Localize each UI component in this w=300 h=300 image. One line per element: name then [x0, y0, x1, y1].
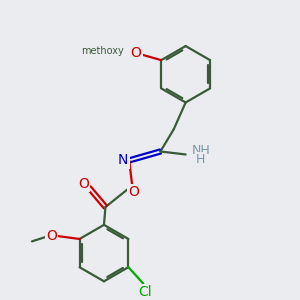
Text: O: O [46, 229, 57, 243]
Text: O: O [130, 46, 141, 60]
Text: H: H [196, 153, 206, 166]
Text: O: O [78, 177, 89, 191]
Text: NH: NH [192, 144, 211, 158]
Text: methoxy: methoxy [81, 46, 124, 56]
Text: Cl: Cl [138, 285, 152, 299]
Text: N: N [118, 153, 128, 167]
Text: O: O [128, 185, 139, 199]
